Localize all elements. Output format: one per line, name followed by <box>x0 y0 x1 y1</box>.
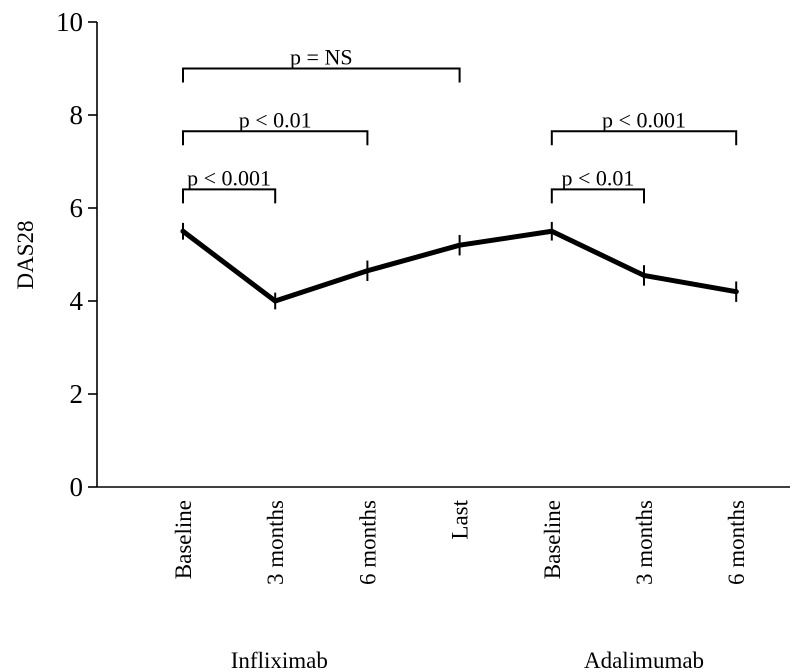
data-point-5 <box>641 272 647 278</box>
x-tick-label-6: 6 months <box>724 500 749 585</box>
y-tick-label-5: 10 <box>56 7 83 37</box>
bracket-2 <box>182 188 277 204</box>
group-labels: Infliximab Adalimumab <box>231 648 704 672</box>
x-tick-label-3: Last <box>448 499 473 539</box>
significance-brackets: p = NS p < 0.01 p < 0.001 p < 0.001 p < 0.01 <box>182 45 738 204</box>
bracket-label-0: p = NS <box>290 45 353 70</box>
y-tick-label-4: 8 <box>70 100 84 130</box>
y-axis-label: DAS28 <box>13 220 38 289</box>
y-tick-label-3: 6 <box>70 193 84 223</box>
data-point-3 <box>457 242 463 248</box>
x-tick-label-2: 6 months <box>355 500 380 585</box>
data-point-4 <box>549 228 555 234</box>
data-point-1 <box>272 298 278 304</box>
group-label-0: Infliximab <box>231 648 328 672</box>
bracket-label-4: p < 0.01 <box>561 165 634 190</box>
bracket-0 <box>182 67 461 83</box>
x-tick-label-1: 3 months <box>263 500 288 585</box>
bracket-label-1: p < 0.01 <box>239 107 312 132</box>
y-tick-label-2: 4 <box>70 286 84 316</box>
y-tick-label-0: 0 <box>70 472 84 502</box>
axes <box>96 22 790 488</box>
y-ticks: 0 2 4 6 8 10 <box>56 7 97 502</box>
x-tick-label-4: Baseline <box>540 500 565 579</box>
bracket-label-2: p < 0.001 <box>187 165 271 190</box>
x-tick-label-0: Baseline <box>171 500 196 579</box>
data-point-0 <box>180 228 186 234</box>
bracket-4 <box>550 188 645 204</box>
bracket-label-3: p < 0.001 <box>602 107 686 132</box>
bracket-1 <box>182 130 369 146</box>
data-point-2 <box>364 268 370 274</box>
group-label-1: Adalimumab <box>584 648 704 672</box>
y-tick-label-1: 2 <box>70 379 84 409</box>
bracket-3 <box>550 130 738 146</box>
x-tick-labels: Baseline 3 months 6 months Last Baseline 3 mo… <box>171 499 749 585</box>
data-point-6 <box>733 289 739 295</box>
x-tick-label-5: 3 months <box>632 500 657 585</box>
data-series <box>180 221 739 310</box>
